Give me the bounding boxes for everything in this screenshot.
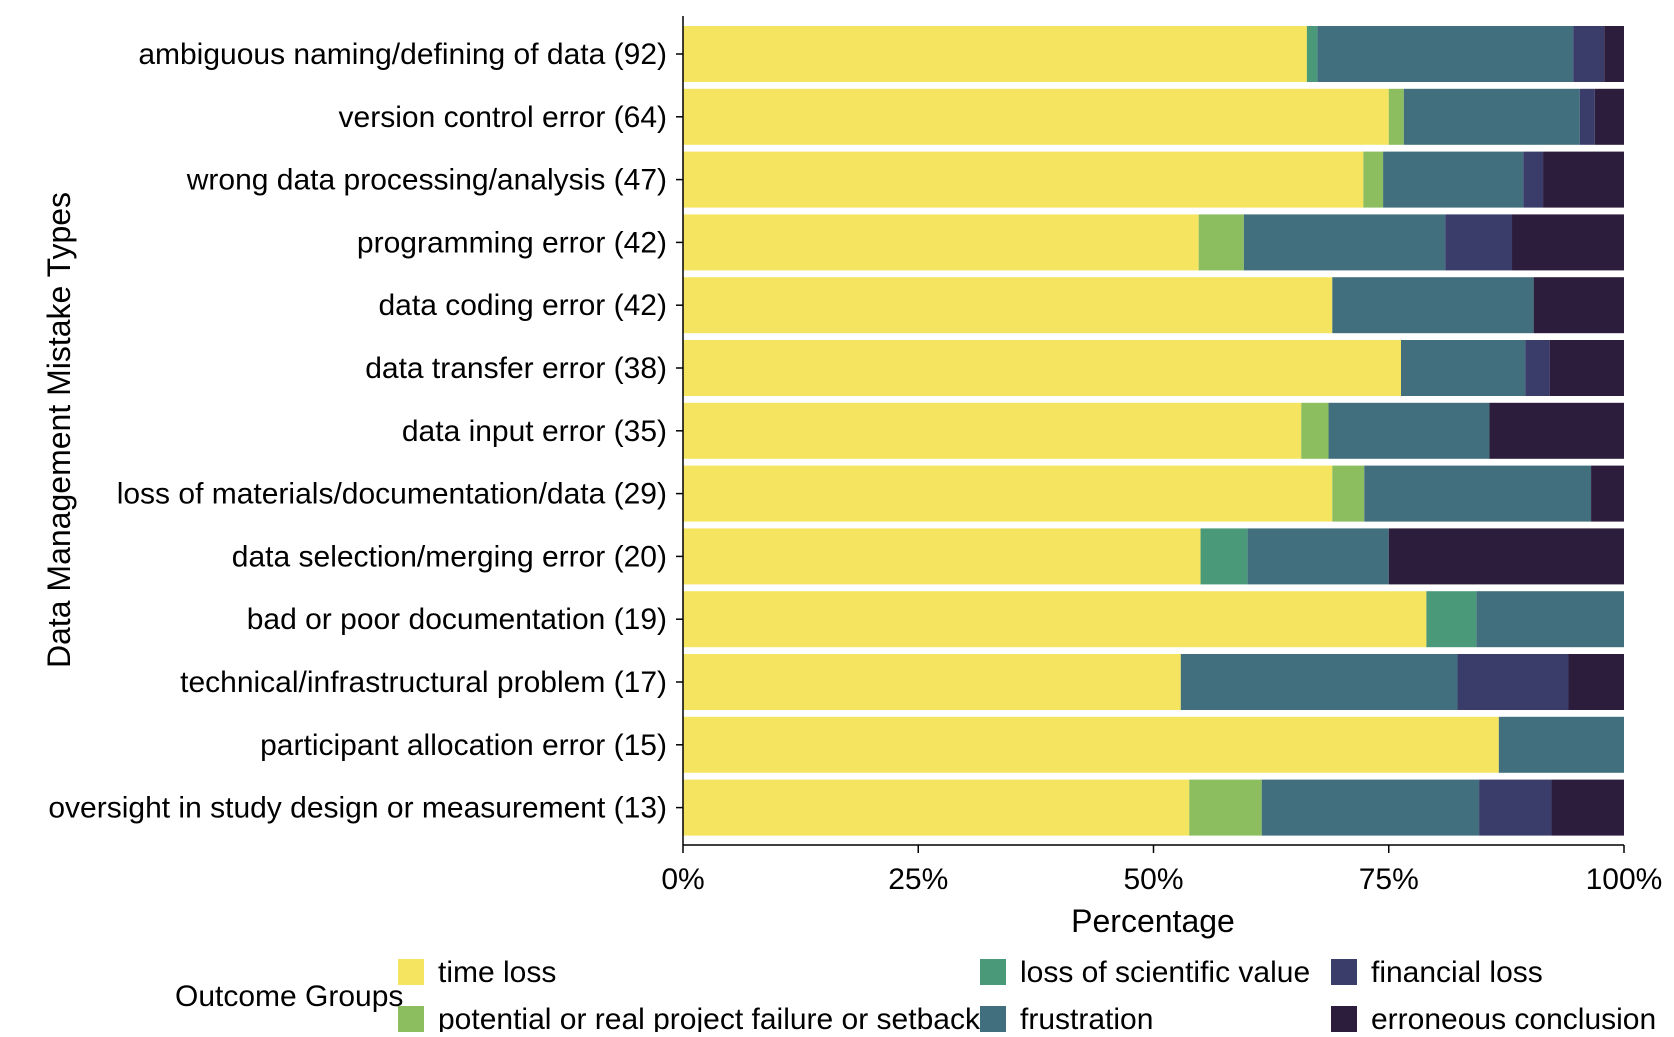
bar-erroneous-conclusion-1 [1594,88,1624,145]
bar-frustration-11 [1498,716,1624,773]
category-label-1: version control error (64) [339,101,667,134]
bar-erroneous-conclusion-10 [1568,654,1624,710]
bar-erroneous-conclusion-5 [1549,340,1624,396]
bar-time-loss-11 [683,716,1499,773]
bar-frustration-0 [1317,26,1574,82]
bar-frustration-4 [1332,277,1534,334]
bar-frustration-6 [1328,402,1490,459]
x-tick-label-4: 100% [1586,863,1663,896]
bar-time-loss-2 [683,151,1364,208]
bar-frustration-5 [1400,340,1526,396]
category-label-11: participant allocation error (15) [260,729,667,762]
x-tick-label-1: 25% [888,863,948,896]
bar-time-loss-0 [683,26,1307,82]
bar-frustration-2 [1383,151,1524,208]
bar-financial-loss-12 [1479,779,1552,836]
bar-time-loss-8 [683,528,1201,585]
category-label-10: technical/infrastructural problem (17) [180,666,667,699]
bar-time-loss-12 [683,779,1190,836]
bar-potential-or-real-project-failure-or-setback-7 [1332,465,1365,522]
category-label-3: programming error (42) [357,226,667,259]
legend: Outcome Groups time loss potential or rea… [175,956,1656,1036]
bar-financial-loss-10 [1457,654,1569,710]
category-label-4: data coding error (42) [379,289,668,322]
bar-time-loss-7 [683,465,1333,522]
bar-time-loss-5 [683,340,1401,396]
bar-time-loss-10 [683,654,1181,710]
bar-financial-loss-5 [1525,340,1550,396]
legend-label-potential-or-real-project-failure-or-setback: potential or real project failure or set… [438,1003,981,1032]
bar-time-loss-4 [683,277,1333,334]
legend-label-time-loss: time loss [438,956,556,989]
bar-erroneous-conclusion-4 [1533,277,1624,334]
category-labels-layer: ambiguous naming/defining of data (92) ve… [48,38,683,825]
legend-swatch-time-loss [398,959,424,985]
bar-frustration-3 [1243,214,1446,271]
category-label-8: data selection/merging error (20) [232,540,667,573]
category-label-2: wrong data processing/analysis (47) [186,164,667,197]
bar-financial-loss-0 [1573,26,1605,82]
legend-swatch-erroneous-conclusion [1331,1006,1357,1032]
y-axis-title: Data Management Mistake Types [41,192,77,668]
bar-frustration-1 [1403,88,1580,145]
bar-loss-of-scientific-value-0 [1306,26,1318,82]
bar-potential-or-real-project-failure-or-setback-1 [1388,88,1404,145]
bar-loss-of-scientific-value-8 [1200,528,1248,585]
bar-erroneous-conclusion-2 [1543,151,1624,208]
bar-frustration-10 [1180,654,1458,710]
bar-erroneous-conclusion-7 [1591,465,1624,522]
x-tick-label-0: 0% [661,863,704,896]
bar-financial-loss-1 [1579,88,1595,145]
category-label-5: data transfer error (38) [365,352,667,385]
bar-time-loss-1 [683,88,1389,145]
bar-frustration-7 [1364,465,1592,522]
bar-time-loss-6 [683,402,1302,459]
bar-potential-or-real-project-failure-or-setback-6 [1301,402,1329,459]
bar-frustration-12 [1261,779,1480,836]
legend-label-financial-loss: financial loss [1371,956,1543,989]
x-tick-label-2: 50% [1123,863,1183,896]
category-label-6: data input error (35) [402,415,667,448]
bar-time-loss-3 [683,214,1199,271]
legend-swatch-loss-of-scientific-value [980,959,1006,985]
bar-erroneous-conclusion-8 [1388,528,1624,585]
category-label-0: ambiguous naming/defining of data (92) [138,38,667,71]
bar-erroneous-conclusion-12 [1551,779,1624,836]
category-label-7: loss of materials/documentation/data (29… [117,478,667,511]
legend-label-frustration: frustration [1020,1003,1153,1032]
bar-potential-or-real-project-failure-or-setback-12 [1189,779,1262,836]
bar-financial-loss-3 [1445,214,1513,271]
bar-erroneous-conclusion-3 [1512,214,1624,271]
bar-frustration-8 [1247,528,1389,585]
x-tick-label-3: 75% [1359,863,1419,896]
category-label-9: bad or poor documentation (19) [247,603,667,636]
bar-time-loss-9 [683,591,1427,648]
legend-swatch-financial-loss [1331,959,1357,985]
bars-layer [683,26,1624,836]
bar-frustration-9 [1476,591,1624,648]
legend-swatch-potential-or-real-project-failure-or-setback [398,1006,424,1032]
category-label-12: oversight in study design or measurement… [48,792,667,825]
bar-potential-or-real-project-failure-or-setback-3 [1198,214,1244,271]
x-axis-title: Percentage [1071,903,1235,939]
legend-swatch-frustration [980,1006,1006,1032]
bar-loss-of-scientific-value-9 [1426,591,1477,648]
legend-label-erroneous-conclusion: erroneous conclusion [1371,1003,1656,1032]
bar-financial-loss-2 [1523,151,1544,208]
bar-potential-or-real-project-failure-or-setback-2 [1363,151,1384,208]
bar-erroneous-conclusion-0 [1604,26,1624,82]
legend-title: Outcome Groups [175,980,403,1013]
bar-erroneous-conclusion-6 [1489,402,1624,459]
legend-label-loss-of-scientific-value: loss of scientific value [1020,956,1310,989]
x-ticks-layer: 0% 25% 50% 75% 100% [661,845,1662,896]
